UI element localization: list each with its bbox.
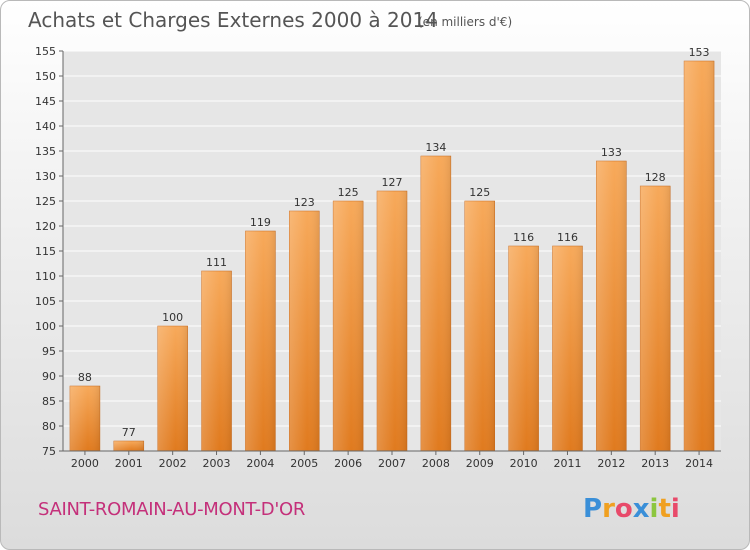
chart-title: Achats et Charges Externes 2000 à 2014 <box>28 8 438 32</box>
x-tick-label: 2013 <box>641 457 669 470</box>
bar-highlight <box>508 246 539 451</box>
x-tick-label: 2006 <box>334 457 362 470</box>
x-tick-label: 2011 <box>553 457 581 470</box>
value-label: 153 <box>689 46 710 59</box>
bar-group: 123 <box>289 196 320 452</box>
bars: 88 77 100 111 119 123 125 127 134 125 116 116 133 128… <box>69 46 715 452</box>
bar-group: 77 <box>113 426 145 452</box>
x-tick-label: 2000 <box>71 457 99 470</box>
y-tick-label: 155 <box>35 45 56 58</box>
value-label: 125 <box>469 186 490 199</box>
y-tick-label: 100 <box>35 320 56 333</box>
bar-group: 116 <box>508 231 539 452</box>
bar-group: 125 <box>332 186 364 452</box>
bar-highlight <box>552 246 583 451</box>
value-label: 134 <box>425 141 446 154</box>
bar-group: 128 <box>639 171 671 452</box>
x-tick-label: 2014 <box>685 457 713 470</box>
logo-letter: i <box>671 494 680 524</box>
y-tick-label: 85 <box>42 395 56 408</box>
y-tick-label: 125 <box>35 195 56 208</box>
bar-group: 119 <box>245 216 276 452</box>
bar-group: 88 <box>69 371 101 452</box>
value-label: 111 <box>206 256 227 269</box>
x-tick-label: 2007 <box>378 457 406 470</box>
town-name: SAINT-ROMAIN-AU-MONT-D'OR <box>38 499 305 520</box>
bar-group: 134 <box>420 141 452 452</box>
y-tick-label: 135 <box>35 145 56 158</box>
x-tick-label: 2004 <box>246 457 274 470</box>
bar-highlight <box>69 386 100 451</box>
logo-letter: r <box>602 494 615 524</box>
bar-group: 153 <box>683 46 715 452</box>
value-label: 119 <box>250 216 271 229</box>
bar-group: 116 <box>552 231 583 452</box>
x-tick-label: 2010 <box>510 457 538 470</box>
value-label: 128 <box>645 171 666 184</box>
y-tick-label: 105 <box>35 295 56 308</box>
bar-highlight <box>245 231 276 451</box>
value-label: 77 <box>122 426 136 439</box>
x-tick-label: 2008 <box>422 457 450 470</box>
y-tick-label: 110 <box>35 270 56 283</box>
value-label: 123 <box>294 196 315 209</box>
bar-highlight <box>596 161 627 451</box>
value-label: 116 <box>557 231 578 244</box>
y-tick-label: 115 <box>35 245 56 258</box>
y-tick-label: 145 <box>35 95 56 108</box>
bar-group: 133 <box>596 146 627 452</box>
bar-group: 100 <box>157 311 188 452</box>
y-axis: 75 80 85 90 95 100 105 110 115 120 125 130 135 140 145… <box>35 45 64 458</box>
logo-letter: t <box>658 494 670 524</box>
value-label: 125 <box>338 186 359 199</box>
y-tick-label: 95 <box>42 345 56 358</box>
bar-highlight <box>640 186 671 451</box>
logo-letter: x <box>633 494 650 524</box>
y-tick-label: 90 <box>42 370 56 383</box>
value-label: 127 <box>382 176 403 189</box>
value-label: 88 <box>78 371 92 384</box>
value-label: 133 <box>601 146 622 159</box>
y-tick-label: 130 <box>35 170 56 183</box>
y-tick-label: 80 <box>42 420 56 433</box>
x-tick-label: 2009 <box>466 457 494 470</box>
bar-highlight <box>420 156 451 451</box>
logo-letter: o <box>615 494 633 524</box>
bar-highlight <box>113 441 144 451</box>
x-tick-label: 2001 <box>115 457 143 470</box>
value-label: 100 <box>162 311 183 324</box>
bar-highlight <box>684 61 715 451</box>
logo-letter: i <box>650 494 659 524</box>
bar-group: 111 <box>201 256 232 452</box>
bar-highlight <box>289 211 320 451</box>
x-tick-label: 2012 <box>597 457 625 470</box>
y-tick-label: 140 <box>35 120 56 133</box>
bar-highlight <box>333 201 364 451</box>
x-tick-label: 2002 <box>159 457 187 470</box>
bar-group: 125 <box>464 186 495 452</box>
x-axis: 2000 2001 2002 2003 2004 2005 2006 2007 2008 2009… <box>63 450 721 470</box>
logo-letter: P <box>583 494 602 524</box>
proxiti-logo: Proxiti <box>583 494 680 524</box>
y-tick-label: 150 <box>35 70 56 83</box>
bar-highlight <box>464 201 495 451</box>
chart-subtitle: (en milliers d'€) <box>418 15 512 29</box>
bar-group: 127 <box>376 176 408 452</box>
bar-highlight <box>377 191 407 451</box>
bar-highlight <box>157 326 188 451</box>
value-label: 116 <box>513 231 534 244</box>
x-tick-label: 2003 <box>203 457 231 470</box>
y-tick-label: 75 <box>42 445 56 458</box>
bar-highlight <box>201 271 232 451</box>
y-tick-label: 120 <box>35 220 56 233</box>
x-tick-label: 2005 <box>290 457 318 470</box>
